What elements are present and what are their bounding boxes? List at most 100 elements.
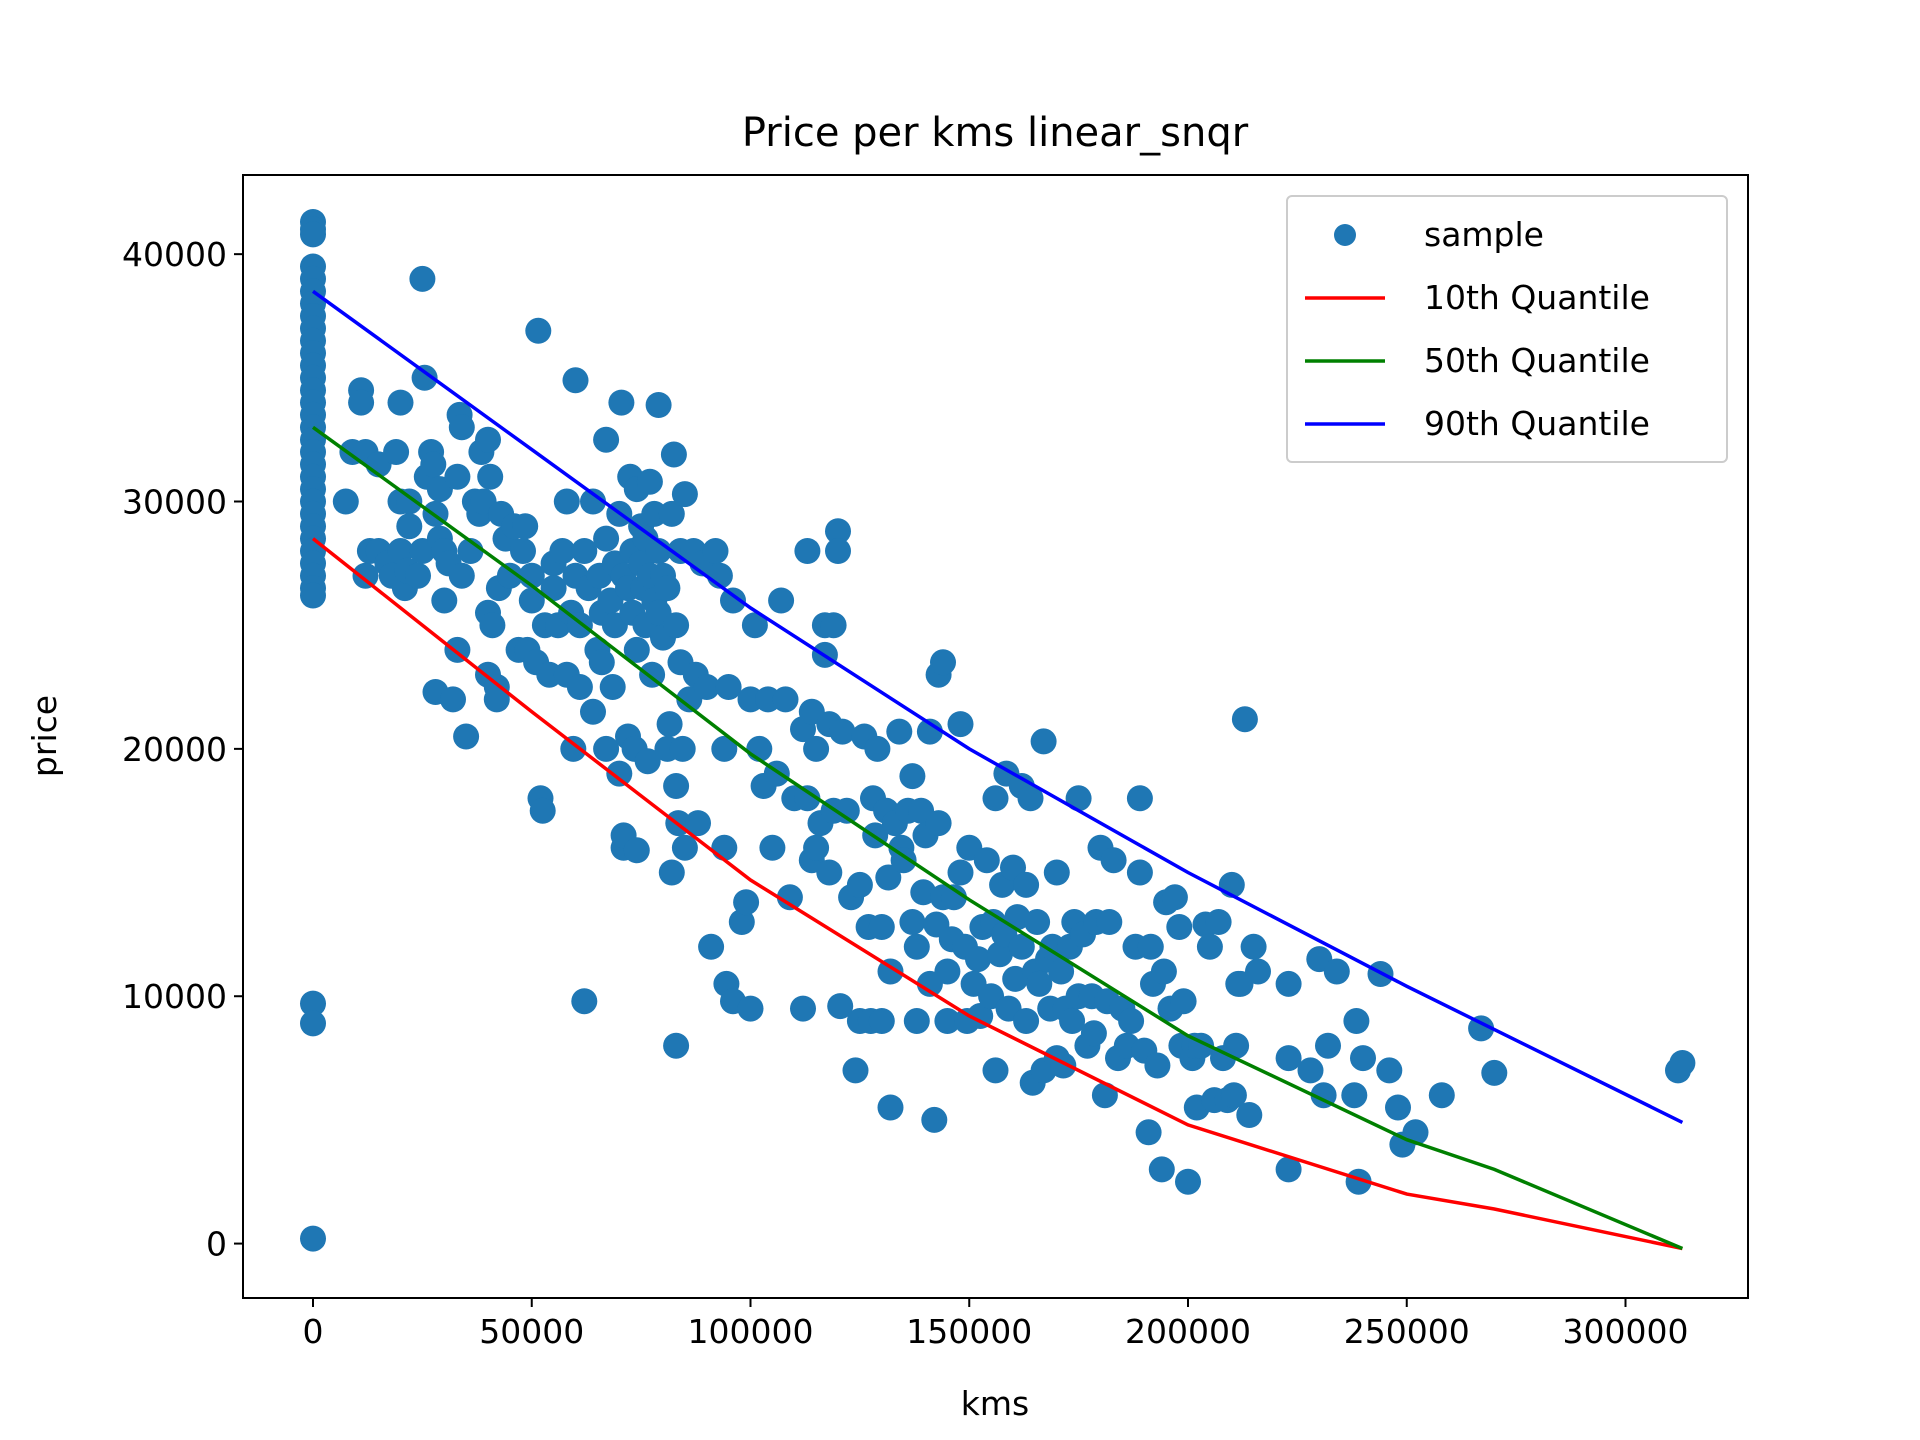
legend-marker-sample: [1334, 224, 1356, 246]
sample-point: [453, 723, 480, 750]
sample-point: [776, 884, 803, 911]
sample-point: [571, 538, 598, 564]
sample-point: [825, 538, 851, 564]
sample-point: [1148, 1156, 1175, 1183]
sample-point: [816, 859, 843, 886]
sample-point: [1100, 847, 1127, 874]
sample-point: [1315, 1032, 1341, 1059]
sample-point: [877, 1094, 904, 1121]
sample-point: [300, 1225, 326, 1252]
sample-point: [512, 513, 539, 540]
sample-point: [825, 518, 851, 545]
sample-point: [1245, 958, 1271, 985]
sample-point: [1043, 859, 1070, 886]
sample-point: [693, 674, 720, 700]
sample-point: [300, 1010, 326, 1037]
sample-point: [1059, 1008, 1086, 1034]
sample-point: [1376, 1057, 1403, 1084]
sample-point: [383, 439, 410, 465]
legend-label-q50: 50th Quantile: [1424, 341, 1650, 380]
sample-point: [387, 538, 414, 564]
sample-point: [829, 718, 856, 745]
sample-point: [728, 909, 755, 935]
sample-point: [440, 686, 466, 713]
sample-point: [540, 575, 567, 602]
chart-title: Price per kms linear_snqr: [742, 110, 1249, 156]
sample-point: [1013, 871, 1040, 898]
sample-point: [759, 834, 786, 861]
legend-label-q90: 90th Quantile: [1424, 404, 1650, 443]
sample-point: [332, 488, 359, 515]
y-tick-label: 10000: [122, 977, 227, 1016]
sample-point: [794, 538, 821, 564]
sample-point: [1126, 785, 1153, 812]
sample-point: [608, 389, 635, 416]
sample-point: [1428, 1082, 1455, 1109]
sample-point: [525, 317, 552, 344]
sample-point: [768, 587, 795, 614]
sample-point: [685, 810, 711, 837]
sample-point: [711, 735, 738, 762]
sample-point: [593, 735, 620, 762]
sample-point: [588, 649, 615, 676]
sample-point: [475, 426, 501, 453]
y-axis-ticks: 0 10000 20000 30000 40000: [122, 235, 243, 1264]
sample-point: [448, 414, 475, 441]
sample-point: [420, 451, 447, 478]
x-axis-label: kms: [961, 1384, 1029, 1423]
legend-label-q10: 10th Quantile: [1424, 278, 1650, 317]
sample-point: [352, 562, 379, 589]
sample-point: [1170, 988, 1197, 1015]
sample-point: [794, 785, 821, 812]
sample-point: [846, 871, 873, 898]
sample-point: [1137, 933, 1164, 960]
sample-point: [411, 364, 438, 391]
sample-point: [790, 995, 816, 1022]
sample-point: [1481, 1059, 1508, 1086]
sample-point: [518, 587, 545, 614]
sample-point: [1240, 933, 1267, 960]
sample-point: [803, 834, 830, 861]
sample-point: [645, 392, 672, 418]
x-tick-label: 100000: [688, 1312, 814, 1351]
sample-point: [529, 797, 556, 824]
sample-point: [1205, 909, 1232, 935]
sample-point: [934, 958, 961, 985]
sample-point: [947, 711, 974, 738]
sample-point: [1002, 965, 1029, 992]
sample-point: [553, 488, 580, 515]
sample-point: [560, 735, 587, 762]
sample-point: [1144, 1052, 1171, 1079]
sample-point: [300, 990, 326, 1017]
sample-point: [1161, 884, 1188, 911]
sample-point: [634, 748, 661, 775]
sample-point: [658, 500, 685, 527]
sample-point: [431, 587, 458, 614]
sample-point: [660, 441, 687, 468]
sample-point: [868, 914, 895, 940]
sample-point: [973, 847, 1000, 874]
sample-point: [1150, 958, 1177, 985]
sample-point: [1026, 970, 1053, 997]
sample-point: [448, 562, 475, 589]
sample-point: [562, 367, 589, 394]
y-tick-label: 0: [206, 1225, 227, 1264]
x-axis-ticks: 0 50000 100000 150000 200000 250000 300000: [303, 1298, 1688, 1351]
sample-point: [715, 674, 742, 700]
sample-point: [566, 674, 593, 700]
sample-point: [921, 1106, 948, 1133]
x-tick-label: 50000: [479, 1312, 584, 1351]
sample-point: [1013, 1008, 1040, 1034]
sample-point: [772, 686, 799, 713]
x-tick-label: 250000: [1344, 1312, 1470, 1351]
sample-point: [1323, 958, 1350, 985]
sample-point: [663, 1032, 690, 1059]
sample-point: [1275, 970, 1302, 997]
sample-point: [803, 735, 830, 762]
sample-point: [1030, 728, 1057, 755]
sample-point: [875, 864, 902, 891]
sample-point: [940, 884, 967, 911]
sample-point: [663, 612, 690, 639]
sample-point: [1231, 706, 1258, 733]
